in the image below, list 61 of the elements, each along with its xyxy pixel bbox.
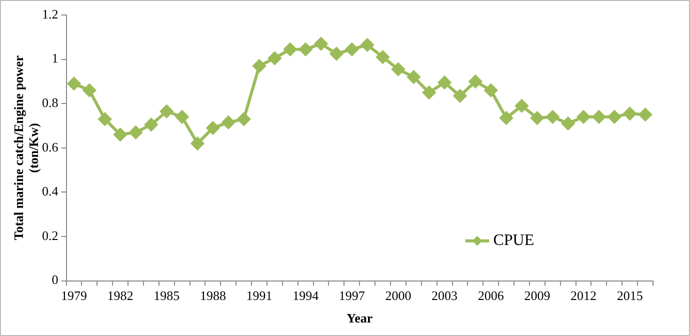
y-tick-label: 0.6 [42, 139, 59, 154]
y-tick-label: 1 [52, 50, 58, 66]
point [252, 59, 266, 72]
x-tick-label: 1988 [200, 288, 226, 304]
point [468, 74, 482, 88]
point [98, 112, 112, 126]
point [114, 128, 127, 142]
point [515, 99, 528, 112]
y-axis-title: Total marine catch/Engine power (ton/Kw) [10, 55, 41, 240]
point [546, 110, 560, 124]
y-tick-label: 0 [52, 272, 58, 288]
x-tick-label: 1991 [246, 288, 272, 304]
x-tick-label: 2000 [385, 288, 412, 304]
x-tick-label: 2012 [570, 288, 597, 304]
point [222, 116, 235, 129]
point [530, 112, 544, 124]
point [392, 62, 405, 76]
point [268, 52, 282, 65]
point [67, 77, 80, 90]
point [129, 126, 142, 139]
point [438, 76, 452, 90]
x-tick-label: 2003 [432, 288, 458, 304]
point [407, 70, 420, 84]
point [176, 110, 189, 124]
y-tick-label: 0.8 [42, 95, 58, 110]
x-tick-label: 1982 [107, 288, 134, 304]
point [608, 110, 621, 124]
legend-label: CPUE [493, 232, 534, 250]
point [190, 136, 204, 150]
point [453, 89, 466, 102]
y-tick-label: 0.4 [42, 184, 59, 199]
y-tick-label: 0.2 [42, 228, 58, 243]
point [330, 47, 343, 60]
point [577, 110, 590, 124]
point [206, 121, 220, 134]
point [360, 38, 374, 52]
point [144, 118, 158, 132]
point [237, 112, 250, 126]
point [345, 42, 358, 56]
x-tick-label: 1985 [154, 288, 180, 304]
point [299, 42, 312, 56]
point [592, 110, 606, 124]
x-tick-label: 1994 [292, 288, 320, 304]
x-tick-label: 1979 [60, 288, 87, 304]
y-tick-label: 1.2 [42, 6, 58, 22]
point [623, 107, 636, 120]
point [160, 104, 174, 118]
point [422, 86, 436, 100]
point [82, 84, 96, 97]
point [376, 50, 390, 64]
point [284, 42, 297, 56]
x-tick-label: 1997 [338, 288, 366, 304]
point [484, 84, 498, 97]
point [562, 117, 575, 130]
x-tick-label: 2015 [616, 288, 643, 304]
point [638, 108, 652, 122]
point [500, 112, 513, 124]
x-tick-label: 2009 [524, 288, 550, 304]
x-tick-label: 2006 [478, 288, 504, 304]
point [314, 37, 328, 50]
x-axis-title: Year [346, 310, 373, 326]
